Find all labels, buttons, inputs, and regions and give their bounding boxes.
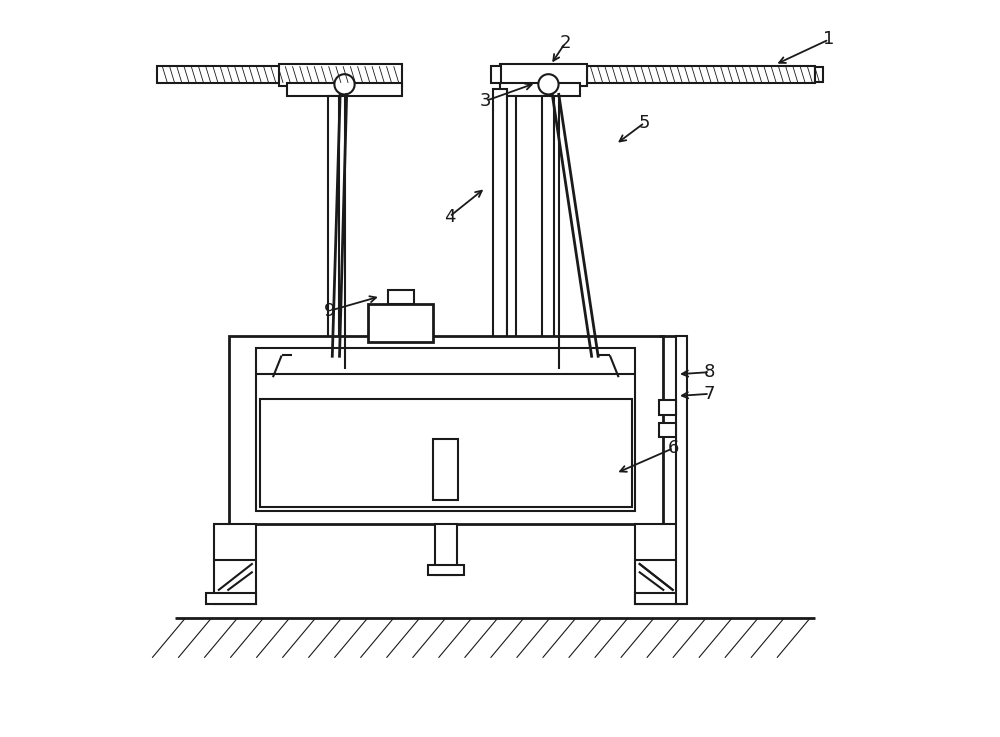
Bar (493, 88, 507, 347)
Bar (368, 304, 433, 342)
Circle shape (538, 74, 559, 94)
Bar (635, 524, 677, 604)
Text: 5: 5 (639, 113, 650, 132)
Bar (279, 64, 402, 86)
Text: 9: 9 (324, 301, 336, 320)
Bar (229, 336, 663, 524)
Bar (507, 96, 516, 347)
Bar (328, 96, 339, 368)
Bar (260, 399, 632, 507)
Bar (815, 67, 823, 82)
Bar (635, 593, 686, 604)
Bar (256, 349, 635, 511)
Bar (491, 66, 501, 83)
Bar (587, 66, 815, 83)
Bar (388, 290, 414, 304)
Bar (157, 66, 395, 83)
Bar (435, 524, 457, 575)
Text: 2: 2 (559, 34, 571, 52)
Bar (676, 336, 687, 604)
Bar (428, 565, 464, 575)
Bar (500, 64, 587, 86)
Text: 6: 6 (668, 439, 679, 457)
Bar (500, 83, 580, 96)
Text: 1: 1 (823, 30, 835, 49)
Text: 3: 3 (480, 92, 491, 110)
Bar (433, 439, 458, 500)
Bar (659, 400, 676, 415)
Text: 8: 8 (704, 363, 715, 381)
Circle shape (334, 74, 355, 94)
Text: 7: 7 (704, 385, 715, 403)
Text: 4: 4 (444, 208, 455, 226)
Bar (214, 524, 256, 604)
Bar (659, 423, 676, 438)
Bar (206, 593, 256, 604)
Bar (542, 96, 554, 368)
Bar (287, 83, 402, 96)
